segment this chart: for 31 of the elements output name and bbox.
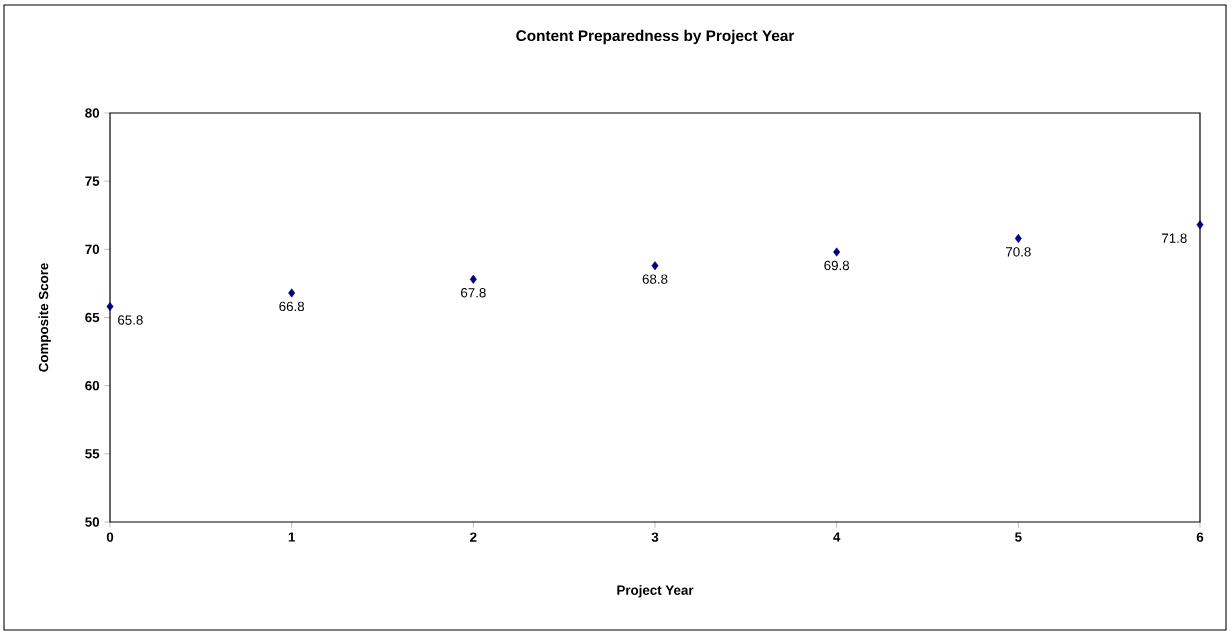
y-tick-label: 80 [85,108,100,118]
x-tick-label: 3 [651,532,659,542]
point [288,288,296,298]
x-tick-label: 5 [1015,532,1022,542]
y-tick-label: 50 [85,517,100,527]
x-tick-label: 0 [106,532,114,542]
chart-title: Content Preparedness by Project Year [516,29,795,45]
y-axis-title: Composite Score [38,263,51,372]
x-tick-label: 1 [288,532,296,542]
point [651,261,659,271]
data-label: 67.8 [461,288,486,298]
x-tick-label: 4 [833,532,841,542]
point [833,247,841,257]
point [1014,233,1022,243]
x-axis-title: Project Year [617,585,694,598]
y-tick-label: 65 [85,312,100,323]
x-tick-label: 6 [1196,532,1204,542]
data-label: 69.8 [824,260,850,271]
point [106,302,114,312]
data-label: 71.8 [1162,233,1187,243]
data-label: 66.8 [279,301,305,312]
data-label: 70.8 [1006,247,1031,257]
point [469,274,477,284]
data-label: 65.8 [118,315,143,325]
y-tick-label: 70 [85,244,100,255]
y-tick-label: 60 [85,380,100,391]
point [1196,220,1204,230]
y-tick-label: 75 [85,176,100,186]
x-tick-label: 2 [470,532,477,542]
y-tick-label: 55 [85,449,100,459]
data-label: 68.8 [642,274,668,284]
